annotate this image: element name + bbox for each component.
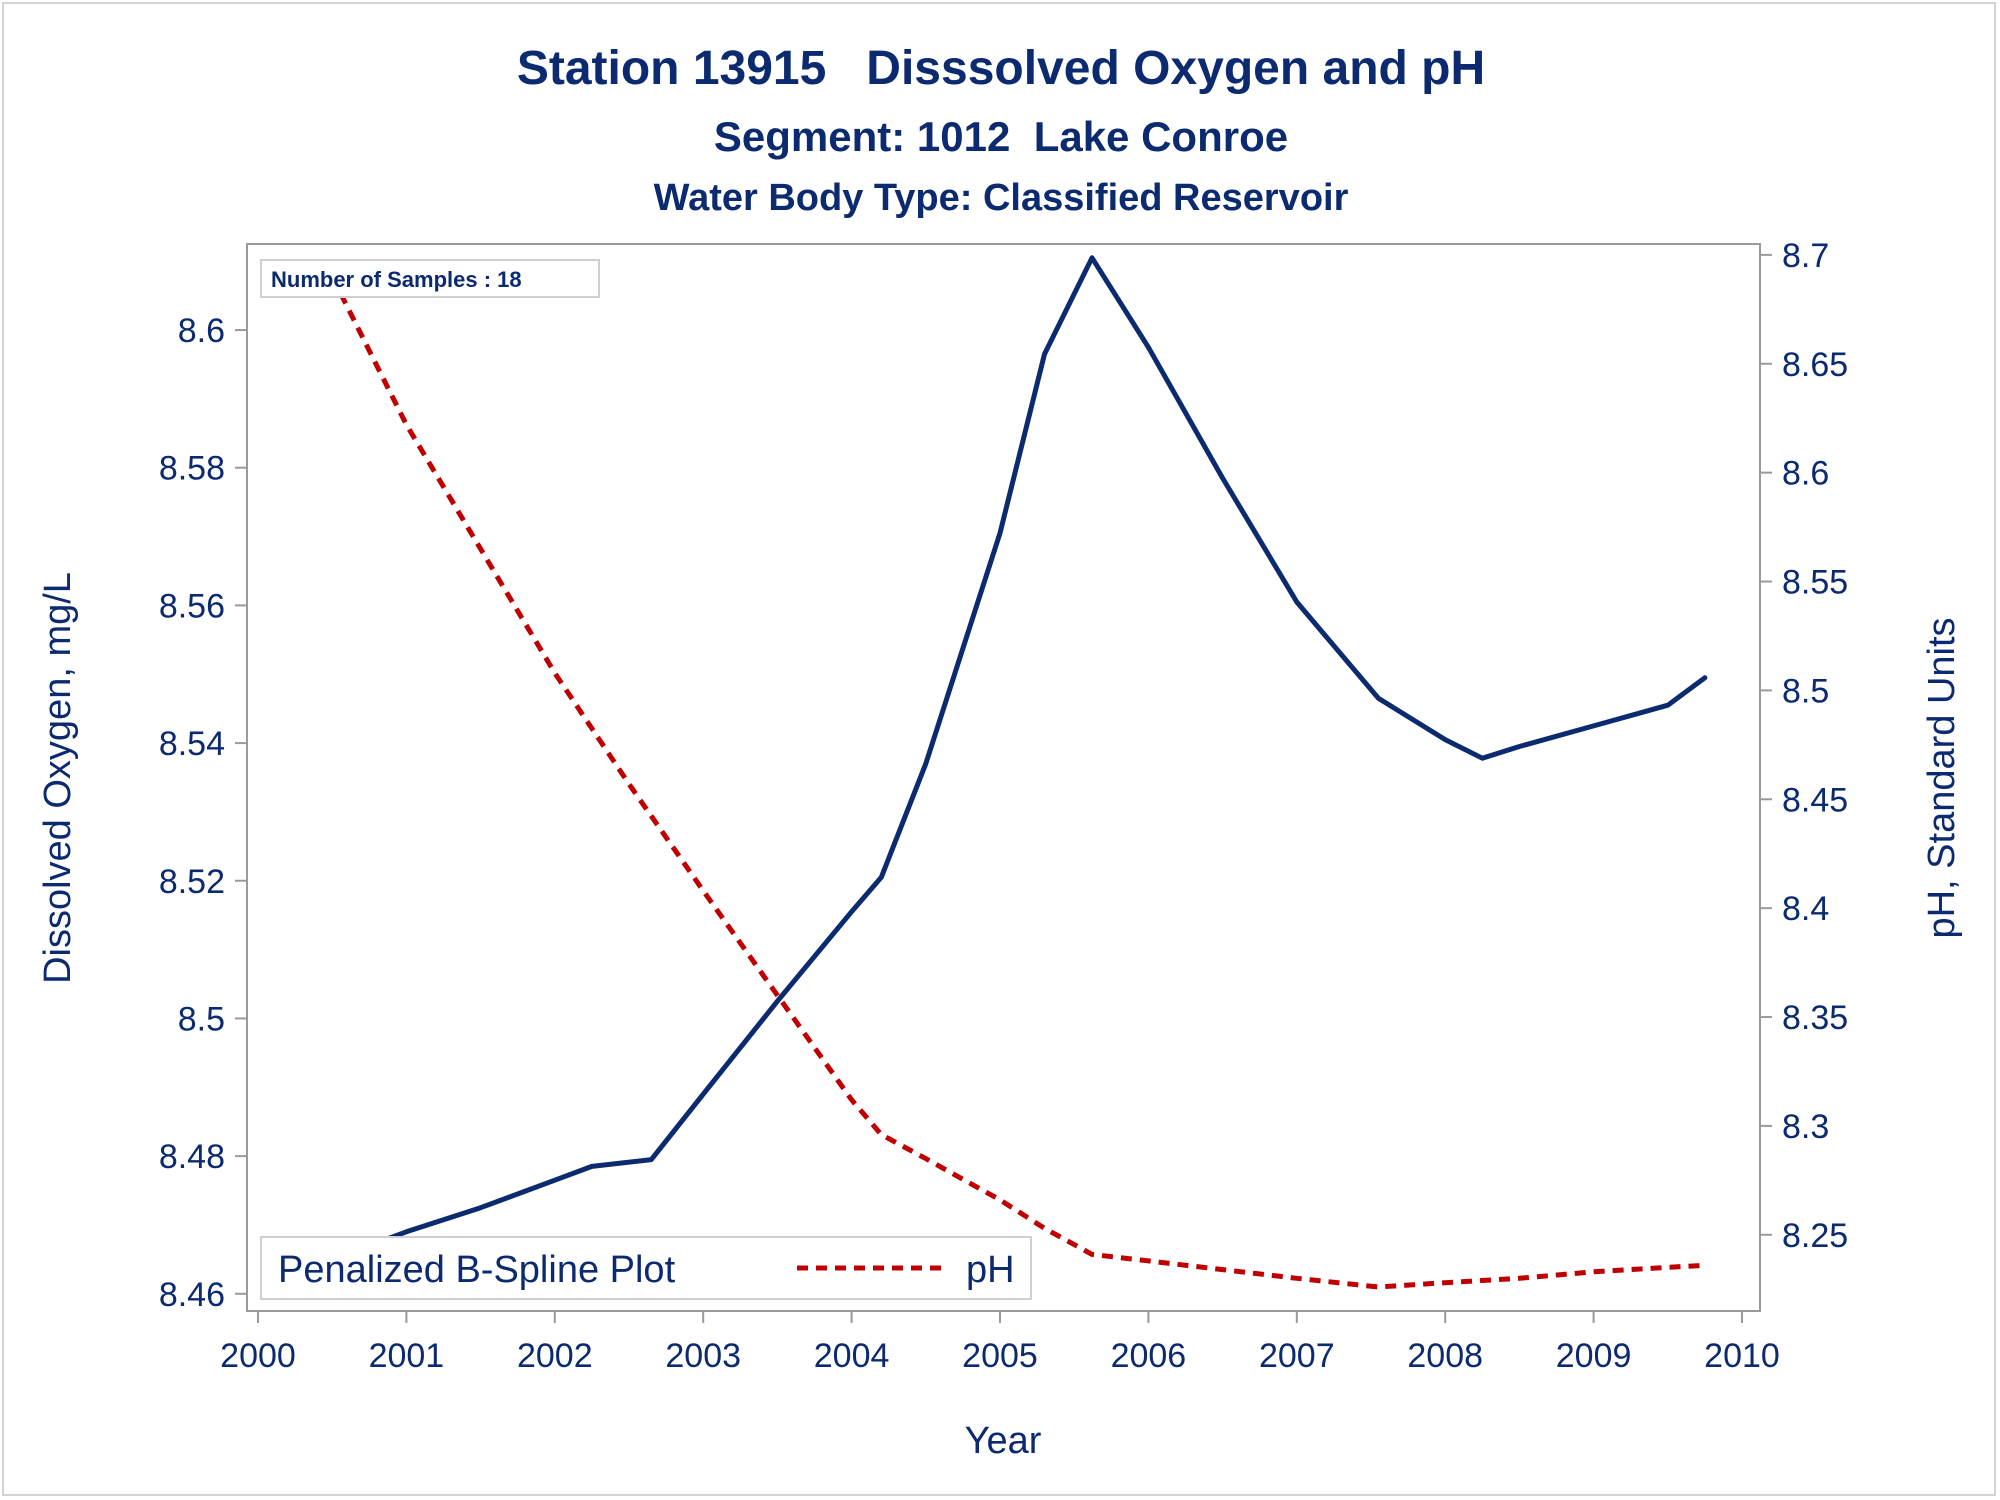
y-axis-left: 8.46 8.48 8.5 8.52 8.54 8.56 8.58 8.6	[159, 312, 247, 1314]
sample-count-frame	[260, 259, 600, 298]
y-right-tick-label: 8.45	[1782, 781, 1848, 819]
y-right-tick-label: 8.65	[1782, 346, 1848, 384]
y-left-tick-label: 8.52	[159, 863, 225, 901]
y-axis-right: 8.25 8.3 8.35 8.4 8.45 8.5 8.55 8.6 8.65 8.7	[1760, 237, 1848, 1255]
x-axis: 2000 2001 2002 2003 2004 2005 2006 2007 2008 2009…	[220, 1311, 1780, 1375]
y-right-tick-label: 8.3	[1782, 1108, 1829, 1146]
y-left-tick-label: 8.6	[178, 312, 225, 350]
x-tick-label: 2006	[1111, 1337, 1187, 1375]
dissolved-oxygen-series-line	[329, 255, 1708, 1262]
y-right-tick-label: 8.7	[1782, 237, 1829, 275]
dual-axis-line-chart: Station 13915 Disssolved Oxygen and pH S…	[37, 42, 1963, 1462]
chart-subtitle: Segment: 1012 Lake Conroe	[714, 113, 1288, 160]
plot-area	[246, 243, 1761, 1312]
x-tick-label: 2009	[1556, 1337, 1632, 1375]
y-right-tick-label: 8.4	[1782, 890, 1829, 928]
y-axis-right-label: pH, Standard Units	[1921, 617, 1963, 938]
legend-label-ph: pH	[966, 1249, 1015, 1291]
sample-count-box: Number of Samples : 18	[260, 259, 600, 298]
y-right-tick-label: 8.6	[1782, 455, 1829, 493]
x-tick-label: 2005	[962, 1337, 1038, 1375]
x-tick-label: 2008	[1407, 1337, 1483, 1375]
x-tick-label: 2002	[517, 1337, 593, 1375]
legend-title: Penalized B-Spline Plot	[278, 1249, 676, 1291]
y-left-tick-label: 8.56	[159, 587, 225, 625]
x-tick-label: 2010	[1704, 1337, 1780, 1375]
x-tick-label: 2007	[1259, 1337, 1335, 1375]
x-tick-label: 2003	[665, 1337, 741, 1375]
y-left-tick-label: 8.54	[159, 725, 225, 763]
x-tick-label: 2000	[220, 1337, 296, 1375]
x-axis-label: Year	[965, 1420, 1042, 1462]
y-left-tick-label: 8.58	[159, 450, 225, 488]
chart-subtitle-2: Water Body Type: Classified Reservoir	[654, 177, 1349, 219]
y-right-tick-label: 8.35	[1782, 999, 1848, 1037]
x-tick-label: 2004	[814, 1337, 890, 1375]
y-left-tick-label: 8.48	[159, 1138, 225, 1176]
x-tick-label: 2001	[369, 1337, 445, 1375]
y-right-tick-label: 8.25	[1782, 1217, 1848, 1255]
series-layer	[329, 255, 1708, 1290]
y-right-tick-label: 8.55	[1782, 564, 1848, 602]
y-axis-left-label: Dissolved Oxygen, mg/L	[37, 572, 79, 984]
legend: Penalized B-Spline Plot pH	[260, 1236, 1032, 1300]
chart-title: Station 13915 Disssolved Oxygen and pH	[517, 42, 1485, 95]
y-left-tick-label: 8.5	[178, 1000, 225, 1038]
ph-series-line	[329, 275, 1706, 1290]
y-right-tick-label: 8.5	[1782, 672, 1829, 710]
y-left-tick-label: 8.46	[159, 1276, 225, 1314]
sample-count-text: Number of Samples : 18	[271, 267, 522, 292]
